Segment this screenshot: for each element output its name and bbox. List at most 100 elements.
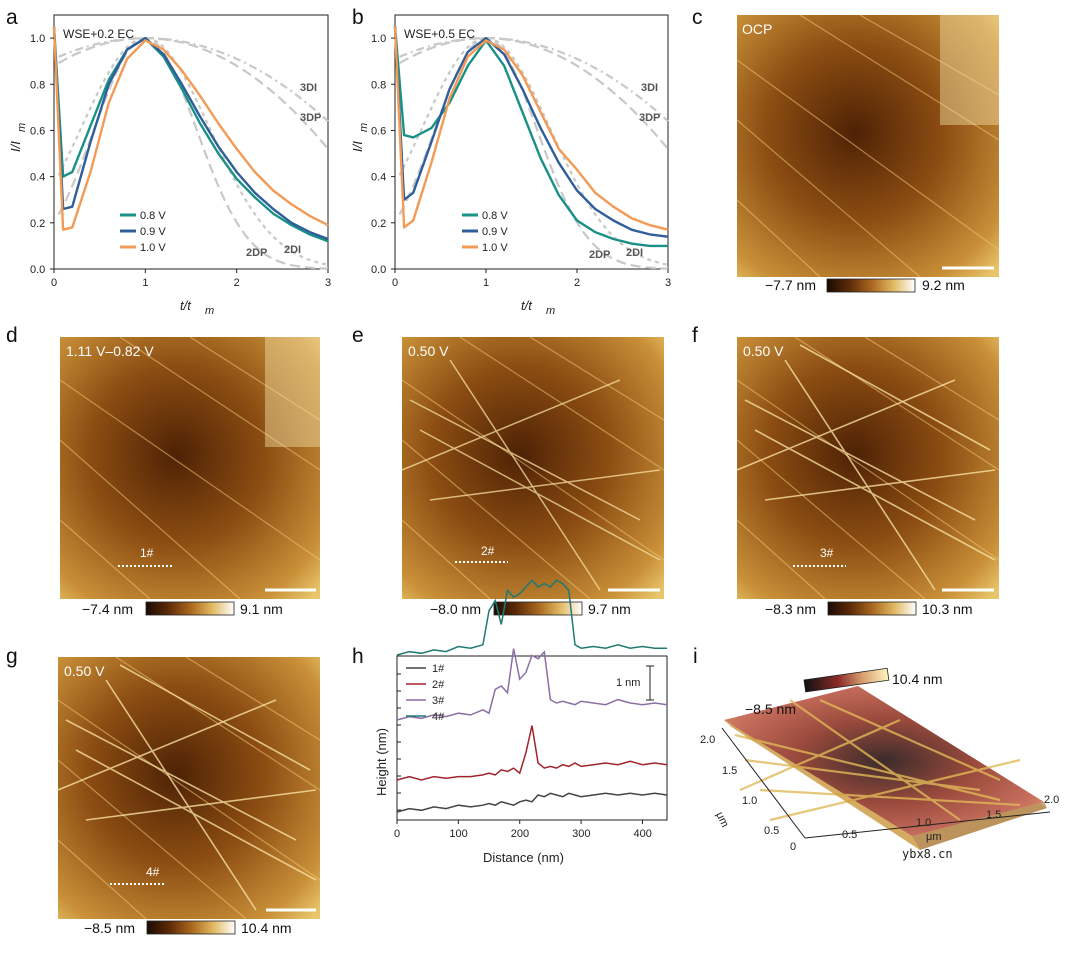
fibers (57, 664, 317, 911)
panel-d: d 1.11 V–0.82 V 1# −7.4 nm 9.1 nm (6, 324, 321, 617)
reference-curve (399, 37, 669, 150)
profile-line (396, 725, 668, 781)
watermark: ybx8.cn (902, 847, 953, 861)
tick-label: 1.0 (742, 795, 757, 807)
series-line (393, 26, 669, 238)
x-tick-label: 300 (572, 828, 590, 840)
ref-2di-a: 2DI (284, 244, 301, 256)
panel-letter-c: c (692, 6, 703, 29)
reference-curve (58, 37, 329, 150)
afm-image-g (58, 657, 320, 919)
cbar-min-d: −7.4 nm (82, 601, 133, 617)
panel-letter-b: b (352, 6, 364, 29)
series-line (393, 26, 669, 231)
terrace-steps (59, 336, 321, 600)
y-tick-label: 0.4 (371, 172, 386, 184)
terrace-steps (736, 14, 1000, 278)
legend-label: 1.0 V (482, 242, 508, 254)
legend-label: 1# (432, 663, 445, 675)
scale-label: 1 nm (616, 677, 640, 689)
panel-b: b 0 1 2 30.00.20.40.60.81.0 WSE+0.5 EC 3DI … (350, 6, 671, 317)
image-label-c: OCP (742, 21, 772, 37)
ref-3dp-a: 3DP (300, 112, 321, 124)
y-axis-label-h: Height (nm) (374, 728, 389, 796)
panel-letter-a: a (6, 6, 18, 29)
x-tick-label: 3 (325, 277, 331, 289)
tick-label: 1.0 (916, 817, 931, 829)
panel-letter-f: f (692, 324, 698, 347)
legend-label: 1.0 V (140, 242, 166, 254)
legend-label: 0.8 V (482, 210, 508, 222)
legend-label: 0.9 V (482, 226, 508, 238)
panel-f: f 0.50 V 3# −8.3 nm 10.3 nm (692, 324, 1000, 617)
panel-letter-i: i (693, 645, 698, 668)
fibers-3d (734, 698, 1021, 822)
axis-label: t/t (180, 298, 192, 313)
bright-region (940, 15, 999, 125)
x-tick-label: 0 (394, 828, 400, 840)
panel-letter-g: g (6, 645, 18, 668)
fibers (401, 359, 661, 591)
plot-frame-b (394, 14, 669, 270)
tick-label: 0.5 (842, 829, 857, 841)
y-tick-label: 0.2 (30, 218, 45, 230)
y-tick-label: 0.6 (30, 125, 45, 137)
tick-label: 2.0 (700, 734, 715, 746)
afm-3d-surface (724, 686, 1044, 836)
panel-c: c OCP −7.7 nm 9.2 nm (692, 6, 1000, 293)
panel-h: h 0 100 200 300 400 1# 2# 3# 4# 1 nm Distanc… (352, 579, 668, 865)
cbar-min-c: −7.7 nm (765, 277, 816, 293)
axis-label-sub: m (546, 305, 555, 317)
y-axis-label-a: I/I m (8, 123, 28, 152)
y-tick-label: 0.0 (371, 264, 386, 276)
cbar-min-f: −8.3 nm (765, 601, 816, 617)
cbar-max-g: 10.4 nm (241, 920, 292, 936)
surface-edge-front (724, 720, 920, 850)
y-tick-label: 0.8 (30, 79, 45, 91)
profile-marker-d: 1# (140, 546, 154, 560)
series-line (52, 26, 329, 231)
series-line (52, 26, 329, 241)
ref-2di-b: 2DI (626, 247, 643, 259)
ref-3di-b: 3DI (641, 82, 658, 94)
cbar-max-e: 9.7 nm (588, 601, 631, 617)
ref-2dp-a: 2DP (246, 247, 267, 259)
cbar-min-e: −8.0 nm (430, 601, 481, 617)
image-label-e: 0.50 V (408, 343, 449, 359)
axis-unit: μm (926, 831, 942, 843)
axis-label: t/t (521, 298, 533, 313)
x-tick-label: 2 (234, 277, 240, 289)
axis-label-sub: m (358, 123, 370, 132)
surface-edge-side (912, 802, 1047, 850)
image-label-g: 0.50 V (64, 663, 105, 679)
x-tick-label: 1 (142, 277, 148, 289)
panel-letter-h: h (352, 645, 364, 668)
legend-label: 2# (432, 679, 445, 691)
x-tick-label: 1 (483, 277, 489, 289)
image-label-f: 0.50 V (743, 343, 784, 359)
profile-line (396, 648, 668, 721)
colorbar-g (146, 920, 236, 935)
bright-region (265, 337, 320, 447)
x-tick-label: 400 (633, 828, 651, 840)
plot-a: 0 1 2 3 0.0 0.2 0.4 0.6 0.8 1.0 (30, 26, 331, 289)
cbar-min-g: −8.5 nm (84, 920, 135, 936)
ref-2dp-b: 2DP (589, 249, 610, 261)
axis-line (804, 811, 1051, 839)
plot-frame-h (396, 655, 668, 821)
y-tick-label: 1.0 (30, 33, 45, 45)
reference-curve (57, 36, 329, 266)
afm-image-f (737, 337, 999, 599)
condition-label-a: WSE+0.2 EC (63, 27, 134, 41)
cbar-max-c: 9.2 nm (922, 277, 965, 293)
tick-label: 1.5 (722, 765, 737, 777)
legend-h: 1# 2# 3# 4# (406, 663, 445, 723)
afm-image-c (737, 15, 999, 277)
cbar-max-f: 10.3 nm (922, 601, 973, 617)
profile-marker-e: 2# (481, 544, 495, 558)
y-axis-label-b: I/I m (350, 123, 370, 152)
reference-curve (57, 37, 329, 270)
axis-label: I/I (350, 141, 365, 152)
ref-3dp-b: 3DP (639, 112, 660, 124)
